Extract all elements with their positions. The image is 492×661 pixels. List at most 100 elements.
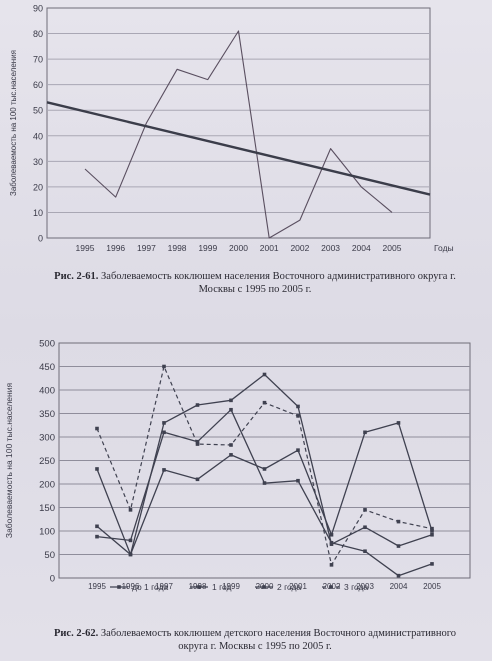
data-point <box>296 448 300 452</box>
y-tick-label: 450 <box>39 362 55 373</box>
y-tick-label: 200 <box>39 480 55 491</box>
x-tick-label: 2004 <box>390 582 408 591</box>
series-line <box>84 30 393 239</box>
data-point <box>363 525 367 530</box>
data-point <box>195 403 200 407</box>
data-point <box>262 467 267 471</box>
y-tick-label: 50 <box>33 106 43 116</box>
plot-area <box>46 7 431 239</box>
caption-1-text: Заболеваемость коклюшем населения Восточ… <box>101 271 456 295</box>
series-до-1-года <box>95 421 434 557</box>
y-tick-label: 250 <box>39 456 55 467</box>
y-tick-label: 20 <box>33 182 43 192</box>
x-tick-label: 2003 <box>321 243 340 253</box>
series-2-года <box>95 372 434 557</box>
x-tick-label: 1995 <box>76 243 95 253</box>
x-tick-label: 1998 <box>168 243 187 253</box>
series-line <box>96 409 433 577</box>
data-point <box>162 421 166 425</box>
legend-marker <box>117 585 121 589</box>
series-data <box>84 30 393 239</box>
y-tick-label: 400 <box>39 386 55 397</box>
series-line <box>46 101 431 196</box>
y-tick-label: 90 <box>33 4 43 14</box>
caption-2: Рис. 2-62. Заболеваемость коклюшем детск… <box>40 627 470 653</box>
x-tick-label: 2002 <box>290 243 309 253</box>
y-tick-label: 150 <box>39 503 55 514</box>
y-tick-label: 30 <box>33 157 43 167</box>
x-axis-label: Годы <box>434 243 454 253</box>
legend-marker <box>262 585 266 589</box>
data-point <box>229 407 233 412</box>
x-tick-label: 2001 <box>260 243 279 253</box>
data-point <box>396 573 401 578</box>
y-tick-label: 80 <box>33 29 43 39</box>
x-tick-label: 1995 <box>88 582 106 591</box>
data-point <box>396 544 401 548</box>
data-point <box>128 508 133 512</box>
caption-1: Рис. 2-61. Заболеваемость коклюшем насел… <box>40 270 470 296</box>
legend-item: 1 год <box>190 582 232 592</box>
data-point <box>363 508 367 512</box>
chart-1: 0 10 20 30 40 50 60 70 80 90 1995 1996 1997 1998 1999 2… <box>9 4 454 254</box>
data-point <box>95 426 99 431</box>
data-point <box>229 398 233 403</box>
data-point <box>195 442 200 446</box>
data-point <box>162 364 166 369</box>
data-point <box>262 372 267 377</box>
data-point <box>195 477 200 482</box>
data-point <box>162 430 166 435</box>
data-point <box>430 532 434 537</box>
data-point <box>162 468 166 472</box>
y-tick-label: 350 <box>39 409 55 420</box>
data-point <box>396 519 401 524</box>
data-point <box>195 439 200 444</box>
data-point <box>430 529 434 533</box>
data-point <box>296 478 300 483</box>
legend-label: 3 года <box>344 582 369 592</box>
y-axis-label: Заболеваемость на 100 тыс.населения <box>9 50 18 196</box>
data-point <box>430 562 434 566</box>
data-point <box>363 430 367 435</box>
data-point <box>128 552 133 557</box>
legend: до 1 года 1 год 2 года 3 года <box>110 582 369 592</box>
y-tick-label: 40 <box>33 131 43 141</box>
series-trend <box>46 101 431 196</box>
data-point <box>329 563 334 567</box>
legend-item: до 1 года <box>110 582 169 592</box>
y-tick-label: 60 <box>33 80 43 90</box>
data-point <box>95 524 99 529</box>
data-point <box>396 421 401 425</box>
chart-2: 0 50 100 150 200 250 300 350 400 450 500 1995 1996 19… <box>4 339 471 592</box>
legend-marker <box>329 585 333 589</box>
caption-1-label: Рис. 2-61. <box>54 271 99 282</box>
legend-item: 3 года <box>322 582 369 592</box>
data-point <box>229 453 233 457</box>
x-tick-label: 1996 <box>122 582 140 591</box>
x-tick-label: 1997 <box>155 582 173 591</box>
x-tick-label: 2005 <box>423 582 441 591</box>
data-point <box>95 467 99 471</box>
legend-marker <box>197 585 201 589</box>
y-tick-label: 100 <box>39 527 55 538</box>
x-tick-label: 1999 <box>222 582 240 591</box>
x-tick-label: 2001 <box>289 582 307 591</box>
series-line <box>96 365 433 566</box>
x-tick-label: 2000 <box>229 243 248 253</box>
x-tick-label: 2005 <box>383 243 402 253</box>
y-tick-label: 0 <box>50 574 55 585</box>
x-tick-label: 2004 <box>352 243 371 253</box>
y-axis-label: Заболеваемость на 100 тыс.населения <box>4 383 14 539</box>
legend-label: 2 года <box>277 582 302 592</box>
x-tick-label: 1999 <box>198 243 217 253</box>
legend-label: до 1 года <box>132 582 169 592</box>
y-tick-label: 10 <box>33 208 43 218</box>
caption-2-label: Рис. 2-62. <box>53 628 99 639</box>
series-3-года <box>95 364 434 567</box>
x-tick-label: 2003 <box>356 582 374 591</box>
data-point <box>262 400 267 405</box>
data-point <box>363 549 367 554</box>
x-tick-label: 1996 <box>106 243 125 253</box>
data-point <box>262 481 267 485</box>
